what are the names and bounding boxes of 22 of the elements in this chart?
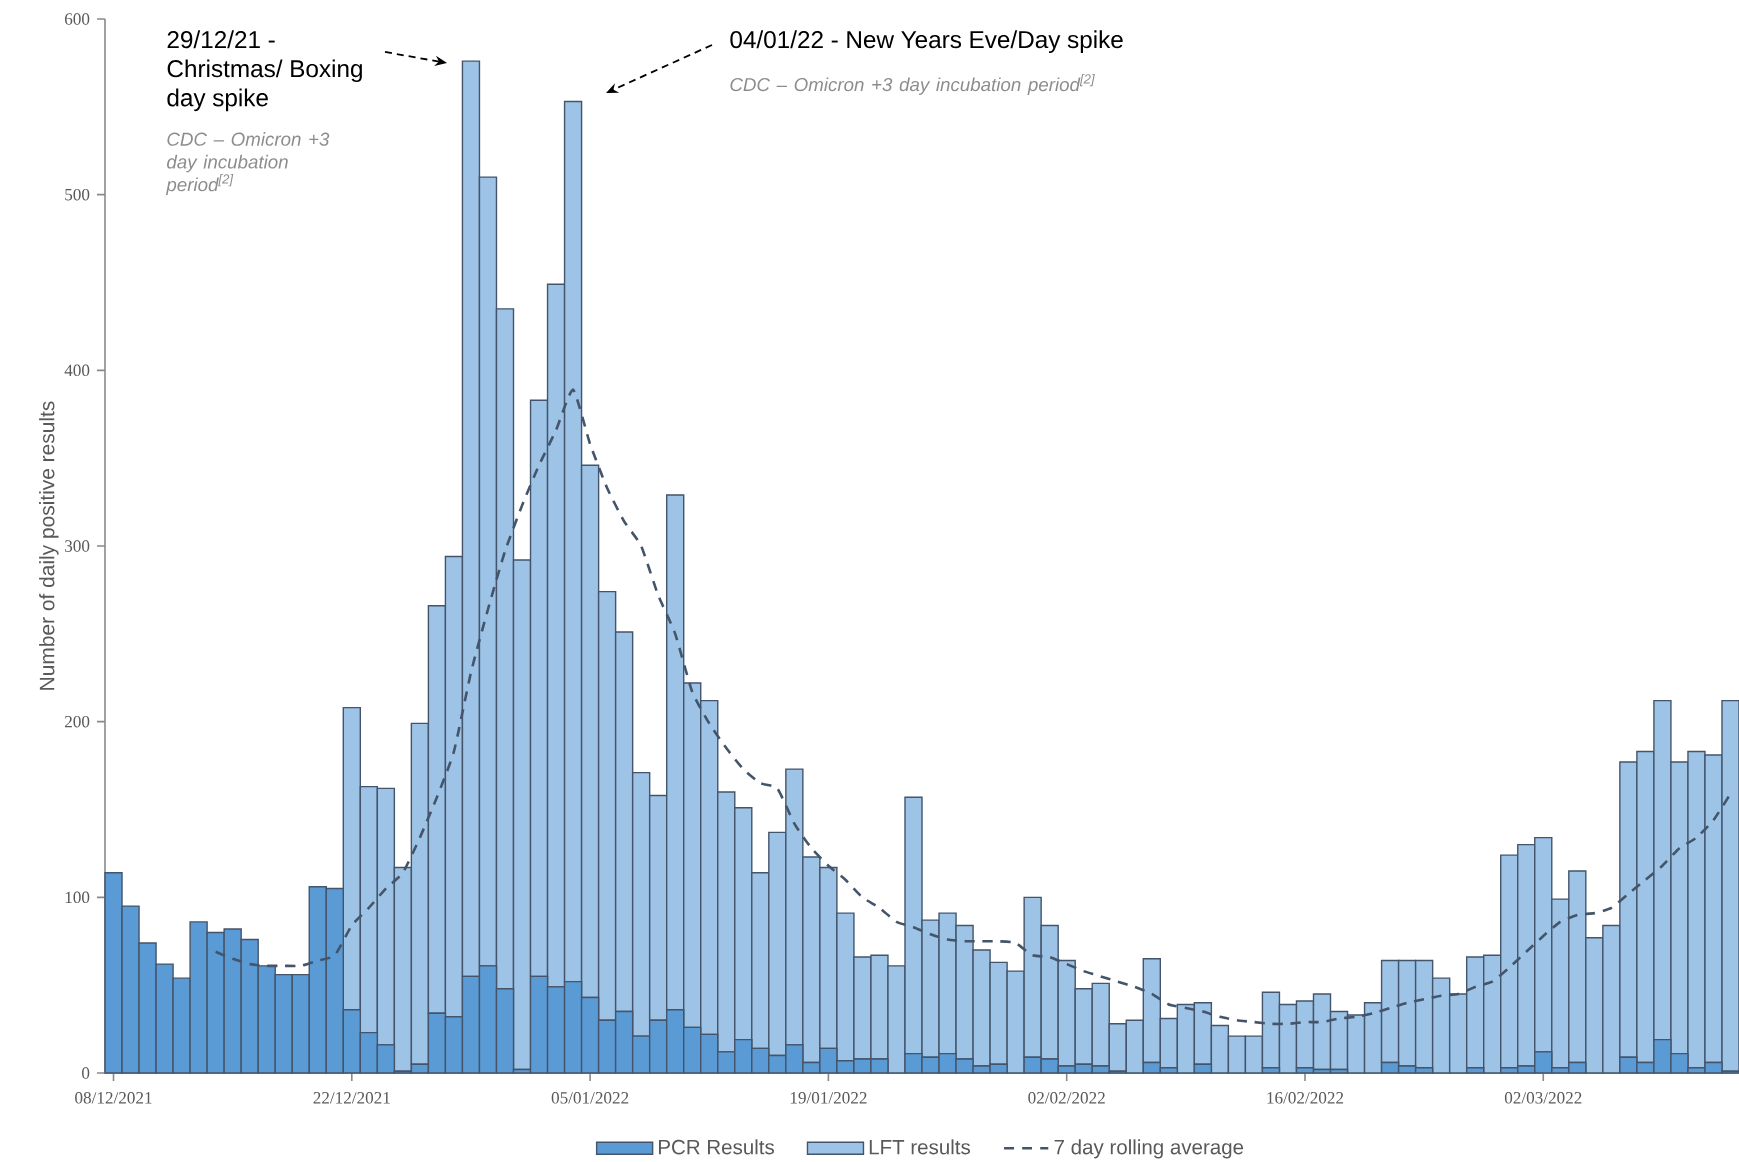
legend-label: 7 day rolling average (1054, 1139, 1244, 1159)
annotation: 29/12/21 - Christmas/ Boxing day spike (167, 30, 362, 112)
y-tick-label: 500 (65, 188, 90, 201)
y-tick-label: 100 (65, 891, 90, 904)
y-tick-label: 300 (65, 540, 90, 552)
x-tick-label: 08/12/2021 (75, 1092, 152, 1104)
y-tick-label: 400 (64, 364, 90, 377)
annotation: CDC – Omicron +3 day incubation period$^{[2]}$ (730, 73, 1095, 95)
y-tick-label: 0 (82, 1067, 90, 1079)
x-tick-label: 16/02/2022 (1267, 1092, 1344, 1104)
x-tick-label: 02/02/2022 (1028, 1092, 1105, 1104)
x-tick-label: 19/01/2022 (790, 1092, 867, 1104)
y-axis-title: Number of daily positive results (39, 401, 59, 690)
annotation: CDC – Omicron +3 day incubation period$^{[2]}$ (165, 132, 330, 195)
x-tick-label: 05/01/2022 (551, 1092, 629, 1104)
legend-label: PCR Results (659, 1139, 775, 1155)
x-tick-label: 22/12/2021 (313, 1092, 390, 1104)
y-tick-label: 600 (65, 13, 90, 25)
legend-label: LFT results (869, 1139, 971, 1155)
y-tick-label: 200 (65, 715, 90, 728)
x-tick-label: 02/03/2022 (1504, 1092, 1582, 1104)
annotation: 04/01/22 - New Years Eve/Day spike (730, 30, 1123, 54)
